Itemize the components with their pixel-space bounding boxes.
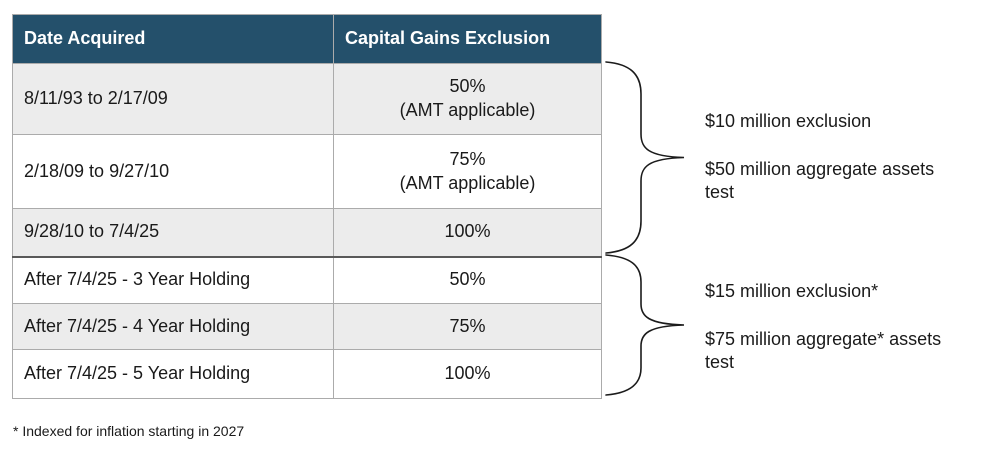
date-acquired-cell: After 7/4/25 - 4 Year Holding xyxy=(12,303,334,350)
exclusion-cell: 50% xyxy=(333,255,602,304)
table-row: 9/28/10 to 7/4/25 100% xyxy=(12,208,602,257)
curly-brace-group-2-icon xyxy=(605,254,685,396)
date-acquired-cell: 8/11/93 to 2/17/09 xyxy=(12,63,334,135)
table-row: After 7/4/25 - 5 Year Holding 100% xyxy=(12,349,602,399)
exclusion-table: Date Acquired Capital Gains Exclusion 8/… xyxy=(12,14,602,399)
curly-brace-group-1-icon xyxy=(605,61,685,254)
exclusion-cell: 75% xyxy=(333,303,602,350)
annotation-assets-test-1: $50 million aggregate assets test xyxy=(705,159,935,202)
date-acquired-cell: After 7/4/25 - 5 Year Holding xyxy=(12,349,334,399)
table-row: 8/11/93 to 2/17/09 50% (AMT applicable) xyxy=(12,63,602,135)
date-acquired-cell: 2/18/09 to 9/27/10 xyxy=(12,134,334,209)
date-acquired-cell: After 7/4/25 - 3 Year Holding xyxy=(12,255,334,304)
footnote: * Indexed for inflation starting in 2027 xyxy=(13,423,245,439)
annotation-assets-test-2: $75 million aggregate* assets test xyxy=(705,329,942,372)
column-header-capital-gains-exclusion: Capital Gains Exclusion xyxy=(333,14,602,64)
annotation-exclusion-1: $10 million exclusion xyxy=(705,111,872,131)
exclusion-cell: 75% (AMT applicable) xyxy=(333,134,602,209)
table-row: 2/18/09 to 9/27/10 75% (AMT applicable) xyxy=(12,134,602,209)
date-acquired-cell: 9/28/10 to 7/4/25 xyxy=(12,208,334,257)
exclusion-cell: 50% (AMT applicable) xyxy=(333,63,602,135)
column-header-date-acquired: Date Acquired xyxy=(12,14,334,64)
exclusion-cell: 100% xyxy=(333,208,602,257)
annotation-exclusion-2: $15 million exclusion* xyxy=(705,281,879,301)
table-row: After 7/4/25 - 4 Year Holding 75% xyxy=(12,303,602,350)
table-row: After 7/4/25 - 3 Year Holding 50% xyxy=(12,255,602,304)
header-row: Date Acquired Capital Gains Exclusion xyxy=(12,14,602,64)
exclusion-cell: 100% xyxy=(333,349,602,399)
